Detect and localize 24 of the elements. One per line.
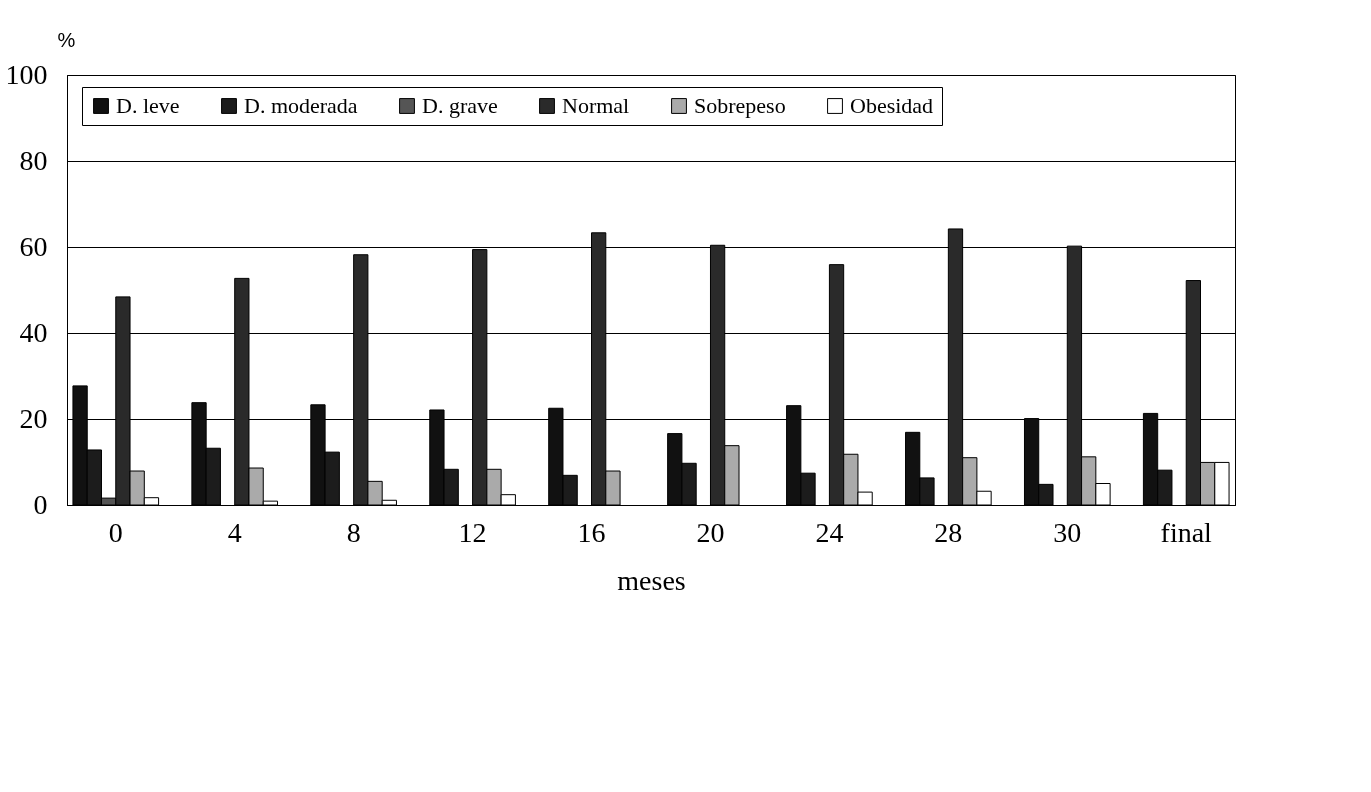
x-tick-label: 24 bbox=[815, 516, 844, 548]
x-tick-label: 20 bbox=[696, 516, 725, 548]
legend-label: D. leve bbox=[116, 93, 180, 118]
y-tick-label: 100 bbox=[5, 58, 48, 90]
legend-label: Obesidad bbox=[850, 93, 934, 118]
x-tick-label: 8 bbox=[346, 516, 361, 548]
legend-label: D. grave bbox=[422, 93, 498, 118]
x-tick-label: 28 bbox=[934, 516, 963, 548]
legend-label: D. moderada bbox=[244, 93, 358, 118]
y-tick-label: 60 bbox=[19, 230, 48, 262]
y-axis-title: % bbox=[57, 28, 76, 51]
y-tick-label: 20 bbox=[19, 402, 48, 434]
y-tick-label: 80 bbox=[19, 144, 48, 176]
x-tick-label: 30 bbox=[1053, 516, 1082, 548]
x-tick-label: 12 bbox=[458, 516, 487, 548]
legend-label: Normal bbox=[562, 93, 630, 118]
x-axis-title: meses bbox=[617, 564, 686, 596]
x-tick-label: final bbox=[1160, 516, 1213, 548]
x-tick-label: 16 bbox=[577, 516, 606, 548]
legend-label: Sobrepeso bbox=[694, 93, 786, 118]
x-tick-label: 4 bbox=[227, 516, 242, 548]
y-tick-label: 0 bbox=[33, 488, 48, 520]
y-tick-label: 40 bbox=[19, 316, 48, 348]
x-tick-label: 0 bbox=[108, 516, 123, 548]
